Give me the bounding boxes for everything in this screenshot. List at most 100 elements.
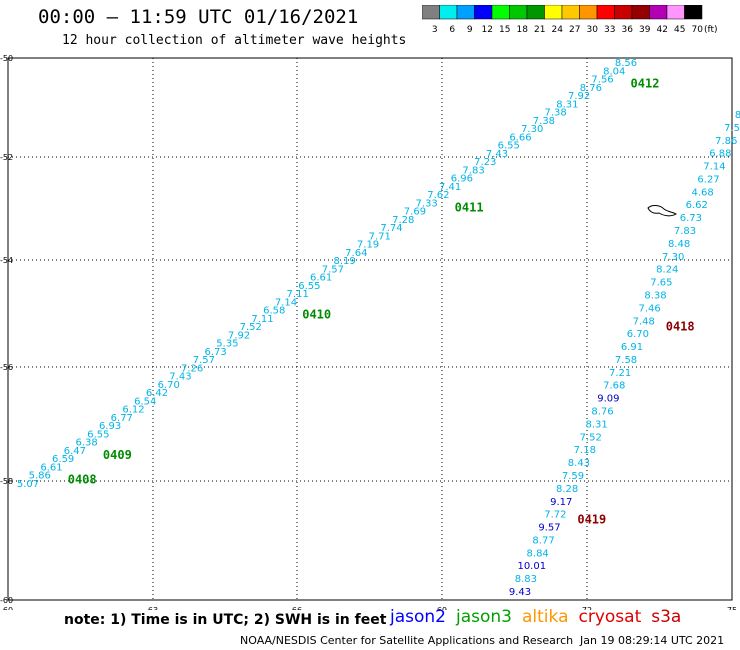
wave-height-label: 8 <box>735 110 740 121</box>
legend-label: 39 <box>639 25 651 35</box>
legend-label: 27 <box>569 25 580 35</box>
wave-height-label: 7.59 <box>562 471 584 482</box>
wave-height-label: 7.71 <box>369 231 391 242</box>
lat-tick-label: -56 <box>0 363 13 372</box>
wave-height-label: 6.42 <box>146 388 168 399</box>
wave-height-label: 8.83 <box>515 574 537 585</box>
pass-time-label: 0412 <box>631 77 660 91</box>
wave-height-label: 6.62 <box>686 200 708 211</box>
wave-height-label: 8.04 <box>603 66 625 77</box>
lat-tick-label: -58 <box>0 477 13 486</box>
wave-height-label: 8.76 <box>580 83 602 94</box>
wave-height-label: 6.70 <box>627 329 649 340</box>
color-legend: 3 6 9 12 15 18 21 24 27 30 33 36 39 42 45 70 (ft) <box>422 5 718 35</box>
wave-height-label: 6.12 <box>122 405 144 416</box>
lon-tick-label: 63 <box>148 606 158 610</box>
wave-height-label: 7.57 <box>322 264 344 275</box>
wave-height-label: 6.54 <box>134 396 156 407</box>
wave-height-label: 8.56 <box>615 58 637 69</box>
wave-height-label: 7.21 <box>609 368 631 379</box>
altimeter-map: 606366697275-50-52-54-56-58-605.075.866.… <box>0 54 740 610</box>
wave-height-label: 6.61 <box>40 462 62 473</box>
wave-height-label: 7.86 <box>715 136 737 147</box>
legend-label: 33 <box>604 25 615 35</box>
satellite-name: jason2 <box>390 607 446 627</box>
wave-height-label: 7.26 <box>181 363 203 374</box>
wave-height-label: 10.01 <box>517 561 546 572</box>
page-subtitle: 12 hour collection of altimeter wave hei… <box>62 33 407 48</box>
legend-label: 70 <box>692 25 704 35</box>
wave-height-label: 6.73 <box>680 213 702 224</box>
wave-height-label: 6.58 <box>263 306 285 317</box>
wave-height-label: 8.38 <box>644 290 666 301</box>
legend-swatch <box>684 5 703 20</box>
wave-height-label: 7.83 <box>462 165 484 176</box>
satellite-legend: jason2 jason3 altika cryosat s3a <box>390 607 691 627</box>
wave-height-label: 8.43 <box>568 458 590 469</box>
wave-height-label: 9.43 <box>509 587 531 598</box>
wave-height-label: 5.35 <box>216 339 238 350</box>
page-title: 00:00 — 11:59 UTC 01/16/2021 <box>38 6 359 28</box>
wave-height-label: 9.09 <box>597 394 619 405</box>
pass-time-label: 0418 <box>666 319 695 333</box>
wave-height-label: 8.84 <box>527 548 549 559</box>
wave-height-label: 6.55 <box>87 429 109 440</box>
legend-label: 21 <box>534 25 545 35</box>
wave-height-label: 6.91 <box>621 342 643 353</box>
wave-height-label: 7.18 <box>574 445 596 456</box>
wave-height-label: 5.07 <box>17 479 39 490</box>
wave-height-label: 6.61 <box>310 273 332 284</box>
wave-height-label: 7.28 <box>392 215 414 226</box>
footer-timestamp: Jan 19 08:29:14 UTC 2021 <box>580 634 725 647</box>
pass-time-label: 0408 <box>68 473 97 487</box>
legend-label: 42 <box>657 25 668 35</box>
wave-height-label: 7.33 <box>416 198 438 209</box>
legend-label: 12 <box>482 25 493 35</box>
wave-height-label: 8.19 <box>333 256 355 267</box>
wave-height-label: 6.96 <box>451 174 473 185</box>
wave-height-label: 7.19 <box>357 240 379 251</box>
wave-height-label: 7.62 <box>427 190 449 201</box>
wave-height-label: 7.38 <box>533 116 555 127</box>
wave-height-label: 6.93 <box>99 421 121 432</box>
legend-label: 45 <box>674 25 685 35</box>
wave-height-label: 7.72 <box>544 510 566 521</box>
wave-height-label: 7.30 <box>521 124 543 135</box>
wave-height-label: 7.43 <box>169 372 191 383</box>
wave-height-label: 8.31 <box>556 99 578 110</box>
lon-tick-label: 60 <box>3 606 13 610</box>
wave-height-label: 7.48 <box>633 316 655 327</box>
wave-height-label: 6.55 <box>498 141 520 152</box>
wave-height-label: 8.28 <box>556 484 578 495</box>
wave-height-label: 7.92 <box>568 91 590 102</box>
satellite-name: s3a <box>651 607 682 627</box>
wave-height-label: 8.31 <box>585 419 607 430</box>
pass-time-label: 0411 <box>455 200 484 214</box>
wave-height-label: 6.70 <box>158 380 180 391</box>
wave-height-label: 9.57 <box>538 523 560 534</box>
wave-height-label: 7.74 <box>380 223 402 234</box>
wave-height-label: 7.46 <box>638 303 660 314</box>
lat-tick-label: -52 <box>0 153 13 162</box>
wave-height-label: 6.47 <box>64 446 86 457</box>
satellite-name: cryosat <box>578 607 642 627</box>
pass-time-label: 0410 <box>302 308 331 322</box>
wave-height-label: 7.14 <box>703 162 725 173</box>
legend-label: 18 <box>517 25 529 35</box>
wave-height-label: 7.5 <box>724 123 740 134</box>
wave-height-label: 6.59 <box>52 454 74 465</box>
wave-height-label: 8.48 <box>668 239 690 250</box>
wave-height-label: 7.52 <box>240 322 262 333</box>
lat-tick-label: -54 <box>0 256 13 265</box>
lat-tick-label: -50 <box>0 54 13 63</box>
wave-height-label: 7.65 <box>650 278 672 289</box>
wave-height-label: 8.76 <box>591 407 613 418</box>
satellite-name: altika <box>522 607 569 627</box>
wave-height-label: 7.57 <box>193 355 215 366</box>
pass-time-label: 0419 <box>577 513 606 527</box>
wave-height-label: 6.38 <box>75 438 97 449</box>
wave-height-label: 6.88 <box>709 149 731 160</box>
wave-height-label: 7.38 <box>545 108 567 119</box>
wave-height-label: 7.41 <box>439 182 461 193</box>
legend-unit: (ft) <box>704 25 718 35</box>
